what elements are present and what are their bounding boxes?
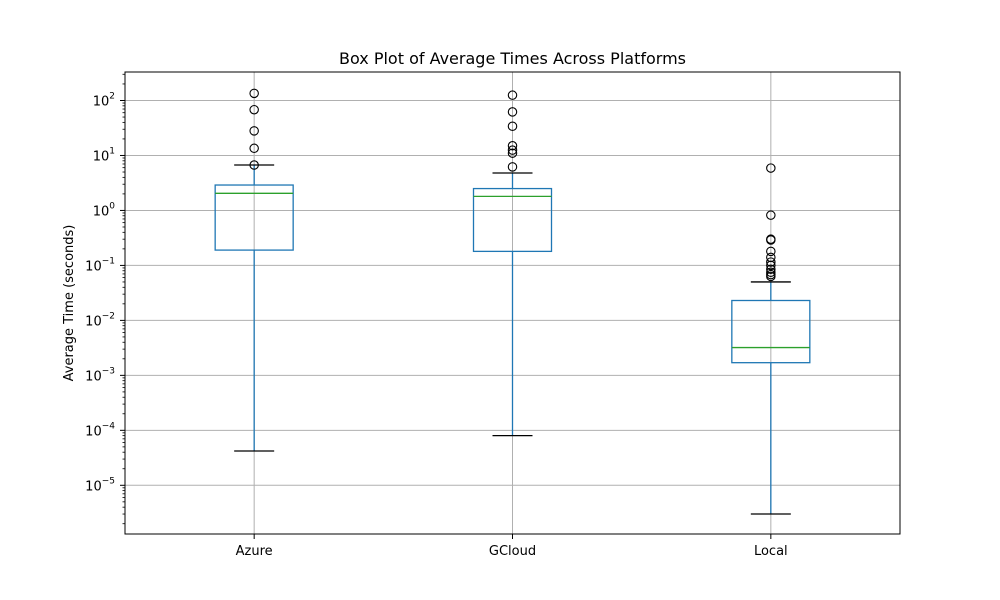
interquartile-box [472,187,553,253]
y-tick-base: 10 [93,204,110,219]
y-tick-exponent: −2 [102,311,115,321]
y-tick-exponent: 1 [109,146,115,156]
box-gcloud [472,90,553,437]
outlier-point [507,141,518,151]
y-tick-label: 10−3 [85,366,115,384]
outlier-point [249,160,259,170]
outlier-point [766,210,776,220]
y-tick-base: 10 [85,424,102,439]
chart-title: Box Plot of Average Times Across Platfor… [339,49,686,68]
box-azure [214,88,294,452]
outlier-point [249,88,259,99]
outlier-point [249,104,259,115]
y-tick-label: 10−5 [85,476,115,494]
y-tick-exponent: −1 [102,256,115,266]
y-tick-base: 10 [85,314,102,329]
outlier-point [507,162,518,172]
y-tick-label: 10−2 [85,311,115,329]
y-tick-exponent: −3 [102,366,115,376]
y-tick-exponent: 2 [109,92,115,102]
x-tick-label-local: Local [754,544,788,559]
interquartile-box [731,299,811,364]
outlier-point [766,267,776,278]
outlier-point [766,257,776,267]
y-axis-label: Average Time (seconds) [62,225,77,382]
y-tick-base: 10 [85,259,102,274]
x-tick-label-gcloud: GCloud [489,544,536,559]
interquartile-box [214,184,294,251]
outlier-point [249,126,259,136]
outlier-point [507,107,518,117]
y-tick-base: 10 [85,479,102,494]
outlier-point [507,145,518,155]
box-series [214,88,811,515]
y-tick-exponent: −4 [102,421,116,431]
y-tick-base: 10 [85,369,102,384]
outlier-point [766,271,776,282]
outlier-point [766,235,776,245]
outlier-point [507,148,518,158]
y-tick-base: 10 [93,95,110,110]
y-tick-label: 102 [93,92,115,110]
y-tick-base: 10 [93,149,110,164]
outlier-point [507,90,518,100]
outlier-point [766,260,776,271]
y-tick-label: 101 [93,146,115,164]
outlier-point [766,264,776,275]
y-tick-exponent: −5 [102,476,115,486]
x-tick-label-azure: Azure [236,544,273,559]
outlier-point [766,246,776,257]
y-tick-exponent: 0 [109,201,115,211]
y-tick-label: 10−4 [85,421,115,439]
outlier-point [249,143,259,154]
y-tick-label: 100 [93,201,116,219]
outlier-point [766,163,776,173]
y-tick-label: 10−1 [85,256,115,274]
outlier-point [507,121,518,132]
box-local [731,163,811,515]
